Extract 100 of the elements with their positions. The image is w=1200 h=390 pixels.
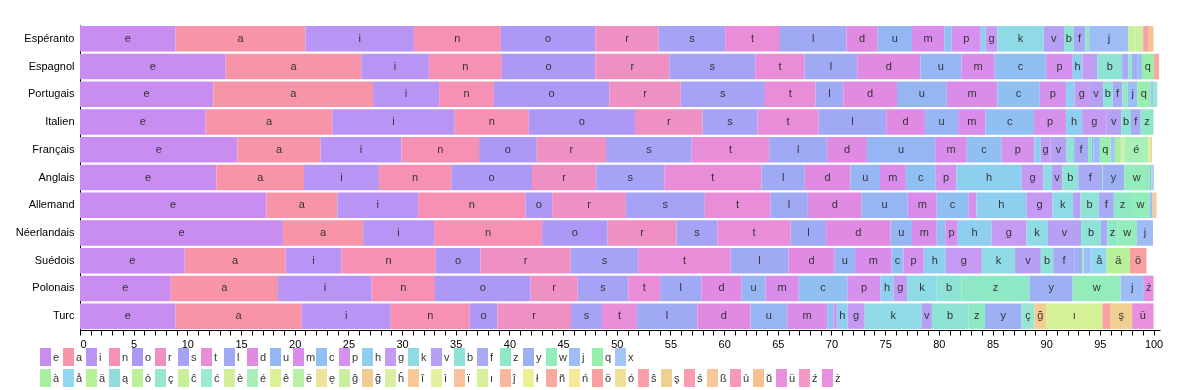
text: v [1061, 225, 1068, 238]
text: w [1092, 281, 1101, 294]
text: k [1034, 225, 1040, 238]
text: b [1123, 115, 1130, 128]
text: k [1060, 198, 1066, 211]
text: r [667, 115, 671, 128]
legend-label: i [99, 350, 102, 363]
text: k [1017, 31, 1024, 44]
text: d [831, 198, 838, 211]
legend-label: w [558, 350, 567, 363]
text: t [751, 31, 755, 44]
text: é [1133, 142, 1140, 155]
x-tick-label: 5 [131, 337, 138, 350]
x-tick-label: 80 [933, 337, 946, 350]
text: i [312, 253, 315, 266]
text: d [902, 115, 909, 128]
text: i [359, 142, 363, 155]
text: h [986, 170, 993, 183]
text: j [1143, 225, 1147, 238]
x-tick-label: 0 [80, 337, 87, 350]
legend-label: z [513, 350, 519, 363]
text: s [627, 170, 633, 183]
x-tick-label: 100 [1144, 337, 1164, 350]
text: s [689, 31, 695, 44]
text: i [397, 225, 400, 238]
legend-label: ü [789, 371, 796, 384]
x-tick-label: 65 [772, 337, 785, 350]
legend-label: ş [674, 371, 680, 384]
legend-label: ç [168, 371, 174, 384]
text: l [665, 309, 669, 322]
y-tick-label: Français [32, 142, 75, 155]
x-tick-label: 40 [503, 337, 517, 350]
text: m [777, 281, 787, 294]
legend-label: y [536, 350, 542, 363]
text: q [1144, 59, 1151, 72]
text: v [1055, 142, 1062, 155]
text: j [1131, 281, 1134, 294]
x-tick-label: 20 [289, 337, 302, 350]
text: e [155, 142, 162, 155]
text: e [178, 225, 185, 238]
text: w [1132, 170, 1141, 183]
legend-label: ß [720, 371, 727, 384]
text: w [1136, 198, 1145, 211]
x-tick-label: 70 [825, 337, 839, 350]
text: i [392, 115, 395, 128]
text: ż [1145, 281, 1152, 294]
legend-label: r [168, 350, 172, 363]
text: l [812, 31, 815, 44]
text: d [720, 309, 727, 322]
text: e [129, 253, 136, 266]
x-tick-label: 95 [1094, 337, 1107, 350]
text: b [1043, 253, 1051, 266]
text: g [960, 253, 967, 266]
text: ä [1115, 253, 1122, 266]
text: r [630, 59, 635, 72]
text: n [488, 115, 495, 128]
legend-label: ĝ [352, 371, 359, 384]
text: t [736, 198, 740, 211]
text: l [851, 115, 854, 128]
text: c [1007, 115, 1013, 128]
text: n [385, 253, 392, 266]
text: u [938, 115, 945, 128]
text: j [1107, 31, 1111, 44]
text: o [479, 281, 486, 294]
text: p [1046, 115, 1054, 128]
text: h [931, 253, 938, 266]
text: e [170, 198, 177, 211]
text: h [971, 225, 978, 238]
text: l [679, 281, 682, 294]
text: u [765, 309, 772, 322]
text: u [918, 87, 925, 100]
legend-label: ì [444, 371, 448, 384]
legend-label: à [53, 371, 60, 384]
legend-label: u [283, 350, 290, 363]
legend-label: å [76, 371, 83, 384]
text: c [918, 170, 924, 183]
text: l [781, 170, 785, 183]
text: l [828, 87, 831, 100]
x-tick-label: 25 [342, 337, 356, 350]
text: d [867, 87, 874, 100]
text: v [1051, 31, 1057, 44]
text: e [145, 170, 152, 183]
text: a [290, 87, 297, 100]
legend-label: ı [490, 371, 494, 384]
text: r [523, 253, 528, 266]
text: d [808, 253, 815, 266]
legend-label: ą [122, 371, 129, 384]
text: a [257, 170, 264, 183]
text: k [890, 309, 896, 322]
text: o [504, 142, 511, 155]
y-tick-label: Néerlandais [15, 225, 75, 238]
text: s [694, 225, 700, 238]
legend-label: x [628, 350, 634, 363]
x-tick-label: 90 [1040, 337, 1053, 350]
text: o [455, 253, 462, 266]
text: g [988, 31, 995, 44]
text: s [601, 253, 608, 266]
text: n [463, 87, 470, 100]
legend-label: ù [743, 371, 750, 384]
text: a [221, 281, 228, 294]
